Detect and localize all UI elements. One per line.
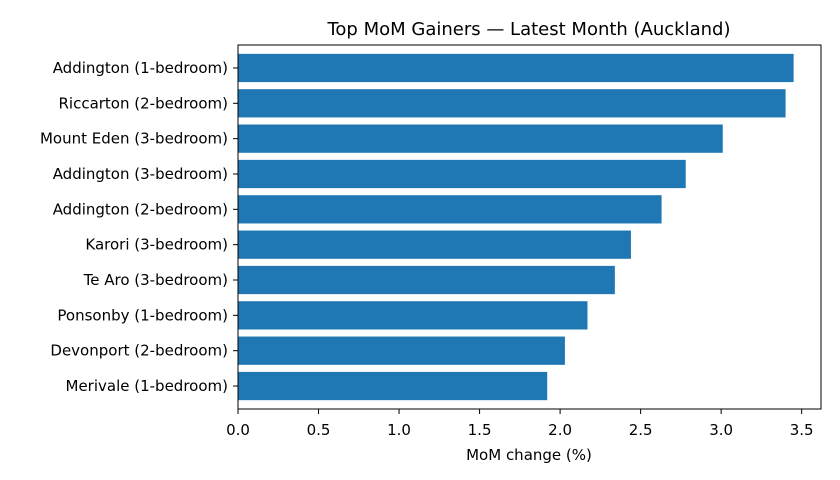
chart-title: Top MoM Gainers — Latest Month (Auckland… bbox=[326, 19, 730, 40]
bar bbox=[238, 265, 615, 295]
y-tick-label: Riccarton (2-bedroom) bbox=[58, 94, 228, 112]
y-tick-label: Addington (1-bedroom) bbox=[53, 59, 228, 77]
bar bbox=[238, 53, 794, 83]
x-tick-label: 1.5 bbox=[468, 421, 492, 439]
y-tick-label: Devonport (2-bedroom) bbox=[50, 342, 228, 360]
bar bbox=[238, 89, 786, 118]
x-tick-label: 1.0 bbox=[387, 421, 411, 439]
y-tick-label: Mount Eden (3-bedroom) bbox=[40, 130, 228, 148]
x-tick-label: 3.0 bbox=[709, 421, 733, 439]
y-tick-label: Te Aro (3-bedroom) bbox=[83, 271, 228, 289]
bar bbox=[238, 124, 723, 153]
plot-frame bbox=[237, 44, 822, 410]
bar bbox=[238, 195, 662, 224]
y-axis-ticks: Addington (1-bedroom) Riccarton (2-bedroo… bbox=[40, 59, 238, 395]
bar bbox=[238, 371, 548, 401]
x-tick-label: 3.5 bbox=[790, 421, 814, 439]
bar bbox=[238, 159, 686, 189]
bar bbox=[238, 301, 588, 330]
x-axis-label: MoM change (%) bbox=[466, 446, 592, 464]
bar bbox=[238, 230, 631, 259]
bars-group bbox=[238, 53, 794, 401]
y-tick-label: Merivale (1-bedroom) bbox=[66, 377, 228, 395]
x-tick-label: 2.0 bbox=[548, 421, 572, 439]
x-axis-ticks: 0.0 0.5 1.0 1.5 2.0 2.5 3.0 3.5 bbox=[226, 409, 814, 439]
y-tick-label: Ponsonby (1-bedroom) bbox=[57, 306, 228, 324]
y-tick-label: Addington (2-bedroom) bbox=[53, 200, 228, 218]
y-tick-label: Addington (3-bedroom) bbox=[53, 165, 228, 183]
x-tick-label: 0.0 bbox=[226, 421, 250, 439]
bar bbox=[238, 336, 565, 365]
x-tick-label: 0.5 bbox=[307, 421, 331, 439]
x-tick-label: 2.5 bbox=[629, 421, 653, 439]
y-tick-label: Karori (3-bedroom) bbox=[85, 236, 228, 254]
